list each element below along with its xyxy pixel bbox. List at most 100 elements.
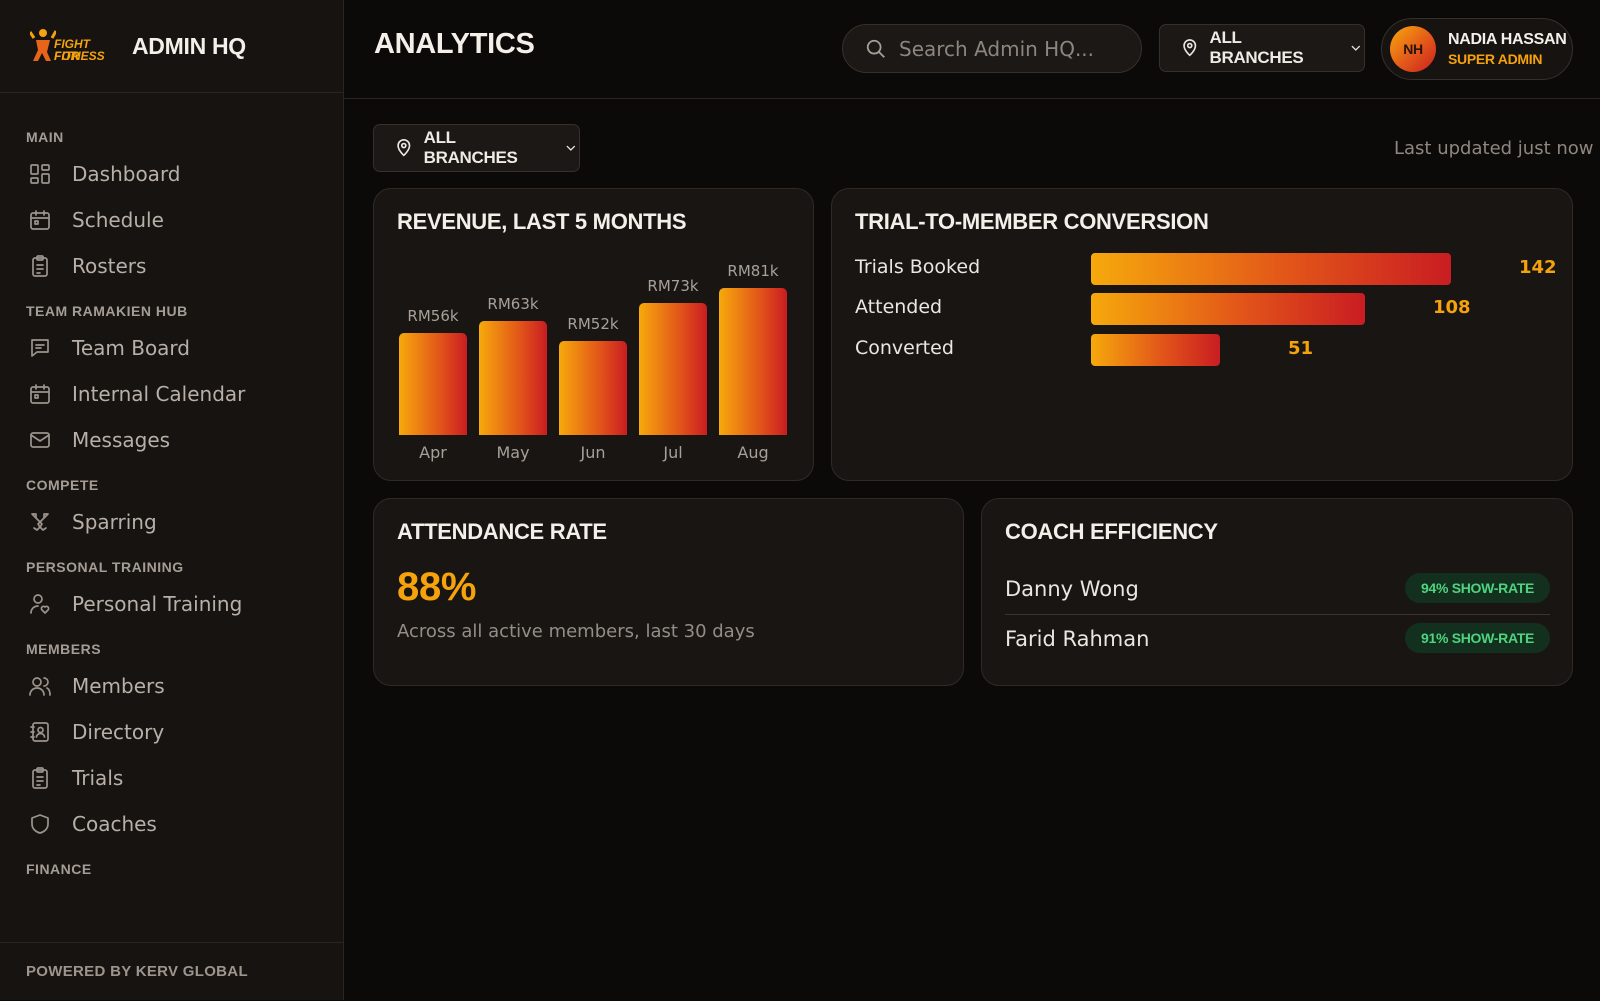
sidebar-item-label: Directory (72, 720, 165, 744)
dashboard-icon (30, 164, 50, 184)
search-box[interactable] (842, 24, 1142, 73)
bar-category-label: Jul (663, 443, 683, 462)
card-title: REVENUE, LAST 5 MONTHS (397, 209, 687, 234)
conversion-bar[interactable] (1091, 334, 1220, 366)
search-input[interactable] (899, 36, 1119, 61)
sidebar-item-personal-training[interactable]: Personal Training (0, 581, 343, 627)
sidebar-item-label: Dashboard (72, 162, 181, 186)
card-title: ATTENDANCE RATE (397, 519, 607, 544)
bar-category-label: Apr (419, 443, 447, 462)
shield-icon (31, 814, 49, 834)
conversion-label: Trials Booked (855, 256, 981, 278)
coach-row[interactable]: Farid Rahman 91% SHOW-RATE (1005, 617, 1550, 665)
revenue-bar[interactable] (559, 341, 627, 435)
sidebar-item-trials[interactable]: Trials (0, 755, 343, 801)
sidebar-footer: POWERED BY KERV GLOBAL (0, 942, 343, 1000)
bar-value-label: RM52k (567, 315, 619, 333)
coach-efficiency-card: COACH EFFICIENCY Danny Wong 94% SHOW-RAT… (981, 498, 1573, 686)
conversion-bar[interactable] (1091, 293, 1365, 325)
brand: FIGHT FOR FITNESS ADMIN HQ (0, 0, 343, 93)
bar-category-label: Jun (580, 443, 606, 462)
section-compete: COMPETE (26, 477, 99, 493)
show-rate-badge: 91% SHOW-RATE (1404, 623, 1550, 653)
card-title: TRIAL-TO-MEMBER CONVERSION (855, 209, 1209, 234)
sidebar-item-label: Team Board (72, 336, 190, 360)
user-name: NADIA HASSAN (1448, 31, 1567, 48)
sidebar-item-team-board[interactable]: Team Board (0, 325, 343, 371)
branch-filter[interactable]: ALL BRANCHES (373, 124, 580, 172)
conversion-label: Converted (855, 337, 954, 359)
fighter-logo-icon (30, 29, 56, 61)
sidebar: FIGHT FOR FITNESS ADMIN HQ MAIN Dashboar… (0, 0, 344, 1000)
sidebar-item-directory[interactable]: Directory (0, 709, 343, 755)
sidebar-item-label: Sparring (72, 510, 157, 534)
section-personal-training: PERSONAL TRAINING (26, 559, 184, 575)
revenue-bar[interactable] (479, 321, 547, 435)
sidebar-item-internal-calendar[interactable]: Internal Calendar (0, 371, 343, 417)
sidebar-item-members[interactable]: Members (0, 663, 343, 709)
card-title: COACH EFFICIENCY (1005, 519, 1218, 544)
header-branch-selector[interactable]: ALL BRANCHES (1159, 24, 1365, 72)
sidebar-item-schedule[interactable]: Schedule (0, 197, 343, 243)
sidebar-item-rosters[interactable]: Rosters (0, 243, 343, 289)
conversion-label: Attended (855, 296, 943, 318)
mail-icon (30, 432, 50, 448)
bar-value-label: RM73k (647, 277, 699, 295)
sidebar-item-dashboard[interactable]: Dashboard (0, 151, 343, 197)
attendance-value: 88% (397, 565, 477, 609)
user-heart-icon (30, 594, 50, 614)
bar-value-label: RM56k (407, 307, 459, 325)
sidebar-item-coaches[interactable]: Coaches (0, 801, 343, 847)
attendance-caption: Across all active members, last 30 days (397, 621, 755, 642)
coach-name: Danny Wong (1005, 577, 1139, 601)
logo-text-top: FIGHT FOR (54, 37, 90, 63)
sidebar-item-label: Messages (72, 428, 171, 452)
section-team-ramakien-hub: TEAM RAMAKIEN HUB (26, 303, 188, 319)
bar-value-label: RM63k (487, 295, 539, 313)
show-rate-badge: 94% SHOW-RATE (1404, 573, 1550, 603)
conversion-value: 142 (1519, 257, 1557, 278)
map-pin-icon (1183, 39, 1197, 57)
calendar-icon (30, 384, 50, 404)
last-updated: Last updated just now (1394, 138, 1594, 159)
conversion-row: Converted 51 (855, 334, 1555, 366)
conversion-bar[interactable] (1091, 253, 1451, 285)
sidebar-nav: MAIN Dashboard Schedule Rosters TEAM RAM… (0, 93, 343, 883)
map-pin-icon (397, 139, 411, 157)
conversion-value: 51 (1288, 338, 1314, 359)
bar-category-label: May (496, 443, 530, 462)
contact-book-icon (30, 722, 49, 742)
bar-value-label: RM81k (727, 262, 779, 280)
revenue-bar[interactable] (639, 303, 707, 435)
avatar: NH (1390, 26, 1436, 72)
top-header: ANALYTICS ALL BRANCHES NH NADIA HASSAN S… (344, 0, 1600, 99)
revenue-bar[interactable] (399, 333, 467, 435)
chevron-down-icon (566, 145, 576, 151)
section-finance: FINANCE (26, 861, 92, 877)
revenue-chart: RM56k Apr RM63k May RM52k Jun RM73k Jul RM81k Aug (374, 189, 815, 482)
sidebar-item-label: Internal Calendar (72, 382, 246, 406)
user-role: SUPER ADMIN (1448, 51, 1543, 67)
chevron-down-icon (1351, 45, 1361, 51)
coach-name: Farid Rahman (1005, 627, 1150, 651)
search-icon (866, 39, 885, 58)
logo[interactable]: FIGHT FOR FITNESS (28, 24, 114, 68)
brand-title: ADMIN HQ (132, 32, 246, 59)
conversion-value: 108 (1433, 297, 1471, 318)
sidebar-item-label: Coaches (72, 812, 157, 836)
sidebar-item-label: Members (72, 674, 165, 698)
section-main: MAIN (26, 129, 64, 145)
sidebar-item-messages[interactable]: Messages (0, 417, 343, 463)
user-menu[interactable]: NH NADIA HASSAN SUPER ADMIN (1381, 18, 1573, 80)
sidebar-item-sparring[interactable]: Sparring (0, 499, 343, 545)
branch-label: ALL BRANCHES (423, 128, 518, 167)
coach-row[interactable]: Danny Wong 94% SHOW-RATE (1005, 567, 1550, 615)
revenue-bar[interactable] (719, 288, 787, 435)
attendance-card: ATTENDANCE RATE 88% Across all active me… (373, 498, 964, 686)
logo-text-bottom: FITNESS (54, 49, 105, 63)
users-icon (29, 677, 51, 696)
sidebar-item-label: Rosters (72, 254, 147, 278)
message-square-icon (31, 339, 49, 357)
clipboard-icon (32, 255, 48, 277)
revenue-card: REVENUE, LAST 5 MONTHS RM56k Apr RM63k May R… (373, 188, 814, 481)
